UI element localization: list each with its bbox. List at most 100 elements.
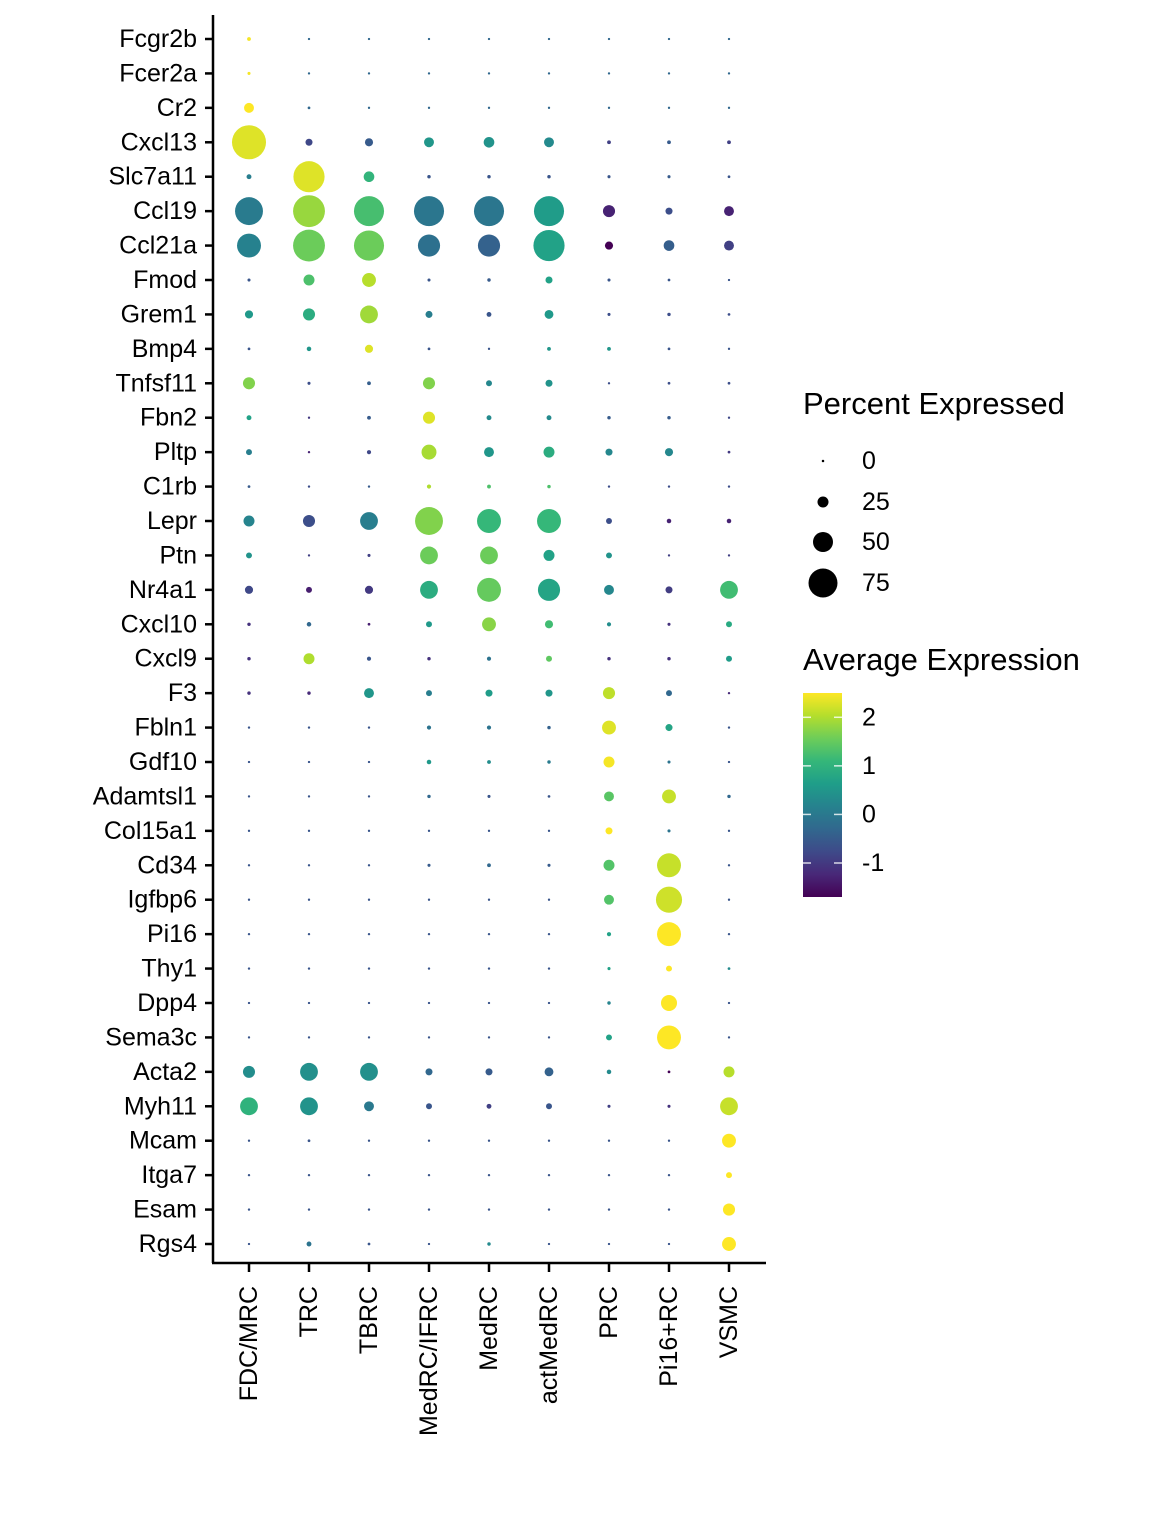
dot-Ccl21a-VSMC bbox=[724, 240, 734, 251]
y-tick-label: Gdf10 bbox=[129, 748, 197, 776]
dot-Cxcl9-Pi16+RC bbox=[667, 656, 671, 661]
dot-Adamtsl1-MedRC bbox=[487, 794, 491, 798]
dot-Col15a1-Pi16+RC bbox=[667, 829, 671, 833]
dot-Rgs4-MedRC/IFRC bbox=[427, 1242, 431, 1246]
dot-Cxcl13-MedRC bbox=[483, 136, 495, 148]
color-legend-title: Average Expression bbox=[803, 642, 1080, 677]
dot-Thy1-TBRC bbox=[367, 967, 371, 970]
dot-Col15a1-MedRC bbox=[487, 829, 491, 833]
dot-Esam-MedRC/IFRC bbox=[427, 1208, 431, 1211]
x-tick-label: VSMC bbox=[715, 1286, 743, 1358]
dot-Fmod-PRC bbox=[607, 278, 611, 282]
dot-Fbln1-actMedRC bbox=[547, 725, 551, 730]
dot-C1rb-PRC bbox=[607, 485, 611, 488]
y-tick-label: Lepr bbox=[147, 507, 197, 535]
dot-Lepr-VSMC bbox=[726, 518, 732, 524]
dot-Cxcl9-TRC bbox=[303, 653, 315, 665]
dot-Myh11-FDC/MRC bbox=[240, 1097, 258, 1116]
dot-Ccl19-PRC bbox=[602, 205, 616, 218]
dot-Sema3c-VSMC bbox=[727, 1036, 731, 1039]
dot-F3-MedRC bbox=[485, 689, 493, 697]
dot-Sema3c-FDC/MRC bbox=[247, 1036, 251, 1039]
y-tick-label: Fmod bbox=[133, 266, 197, 294]
y-tick-label: C1rb bbox=[143, 473, 197, 501]
dot-Fbln1-TBRC bbox=[367, 726, 371, 729]
dot-Ccl19-FDC/MRC bbox=[235, 197, 263, 226]
dot-Cxcl9-MedRC bbox=[486, 656, 492, 661]
dot-Cxcl13-VSMC bbox=[727, 140, 731, 145]
dot-Igfbp6-actMedRC bbox=[547, 898, 551, 901]
dot-Sema3c-MedRC/IFRC bbox=[427, 1036, 431, 1039]
dot-Pltp-VSMC bbox=[727, 450, 731, 454]
dot-Adamtsl1-TBRC bbox=[367, 795, 371, 798]
dot-Dpp4-MedRC/IFRC bbox=[427, 1001, 431, 1005]
dot-Adamtsl1-PRC bbox=[604, 791, 614, 802]
dot-Cxcl9-FDC/MRC bbox=[247, 656, 251, 661]
size-legend-key bbox=[817, 496, 829, 508]
dot-Cxcl13-PRC bbox=[607, 140, 611, 145]
dot-Acta2-MedRC/IFRC bbox=[425, 1068, 433, 1076]
dot-Col15a1-TBRC bbox=[367, 829, 371, 833]
dot-Igfbp6-Pi16+RC bbox=[655, 886, 683, 913]
dot-Pi16-VSMC bbox=[727, 932, 731, 936]
dot-Slc7a11-FDC/MRC bbox=[246, 174, 252, 180]
dot-Lepr-TBRC bbox=[360, 512, 378, 530]
y-tick-label: Col15a1 bbox=[104, 817, 197, 845]
dot-Ptn-VSMC bbox=[727, 554, 731, 557]
dot-Fcer2a-VSMC bbox=[727, 72, 731, 75]
dot-Cd34-FDC/MRC bbox=[247, 864, 251, 867]
dot-Rgs4-TRC bbox=[306, 1241, 312, 1247]
dot-Myh11-actMedRC bbox=[546, 1103, 552, 1110]
dot-Pi16-PRC bbox=[606, 932, 612, 937]
dot-Fmod-actMedRC bbox=[545, 276, 553, 284]
dot-Igfbp6-PRC bbox=[604, 894, 614, 905]
color-legend-label: -1 bbox=[862, 849, 884, 877]
dot-Acta2-actMedRC bbox=[544, 1067, 554, 1077]
dot-Grem1-PRC bbox=[607, 312, 611, 316]
dot-Igfbp6-MedRC/IFRC bbox=[427, 898, 431, 901]
dot-Cxcl13-actMedRC bbox=[544, 137, 554, 148]
x-tick-label: FDC/MRC bbox=[235, 1286, 263, 1401]
dot-Dpp4-Pi16+RC bbox=[660, 994, 678, 1012]
dot-Cd34-Pi16+RC bbox=[657, 853, 681, 878]
dot-F3-PRC bbox=[602, 687, 616, 700]
dot-Slc7a11-MedRC/IFRC bbox=[427, 174, 431, 179]
dot-Col15a1-PRC bbox=[605, 827, 613, 835]
size-legend-label: 0 bbox=[862, 447, 876, 475]
dot-Cr2-Pi16+RC bbox=[667, 106, 671, 110]
dot-Slc7a11-TBRC bbox=[363, 171, 375, 183]
dot-Sema3c-Pi16+RC bbox=[657, 1025, 681, 1050]
dot-C1rb-MedRC bbox=[487, 484, 491, 489]
y-tick-label: Fbn2 bbox=[140, 404, 197, 432]
dot-C1rb-MedRC/IFRC bbox=[426, 484, 432, 489]
dot-Bmp4-FDC/MRC bbox=[247, 347, 251, 351]
dot-Sema3c-TRC bbox=[307, 1036, 311, 1039]
colorbar bbox=[803, 693, 842, 897]
dot-Thy1-PRC bbox=[607, 967, 611, 971]
dot-Cd34-PRC bbox=[603, 859, 615, 871]
y-tick-label: Pi16 bbox=[147, 920, 197, 948]
dot-F3-FDC/MRC bbox=[247, 691, 251, 695]
dot-Grem1-MedRC bbox=[486, 311, 492, 317]
dot-Esam-PRC bbox=[607, 1208, 611, 1211]
dot-Tnfsf11-MedRC/IFRC bbox=[422, 377, 436, 390]
dot-Cxcl13-Pi16+RC bbox=[667, 140, 671, 145]
dot-Ptn-actMedRC bbox=[543, 549, 555, 561]
dot-Cd34-MedRC/IFRC bbox=[427, 863, 431, 867]
dot-Ptn-MedRC bbox=[480, 546, 498, 565]
dot-Fbn2-VSMC bbox=[727, 416, 731, 419]
color-legend-label: 0 bbox=[862, 800, 876, 828]
y-tick-label: Slc7a11 bbox=[109, 163, 198, 191]
dot-Fcer2a-FDC/MRC bbox=[247, 71, 251, 75]
y-axis-ticks: Fcgr2b Fcer2a Cr2 Cxcl13 Slc7a11 Ccl19 Ccl21a F… bbox=[93, 25, 213, 1258]
dot-Slc7a11-Pi16+RC bbox=[667, 175, 671, 179]
dot-Fbln1-VSMC bbox=[727, 726, 731, 729]
dot-Slc7a11-TRC bbox=[293, 161, 325, 193]
dot-Nr4a1-MedRC/IFRC bbox=[420, 580, 438, 599]
dot-Ccl21a-FDC/MRC bbox=[237, 233, 261, 258]
size-legend: Percent Expressed 0 25 50 75 bbox=[803, 386, 1065, 598]
y-tick-label: Cd34 bbox=[137, 851, 197, 879]
dot-Bmp4-actMedRC bbox=[547, 346, 551, 351]
dot-Pltp-FDC/MRC bbox=[246, 449, 252, 456]
